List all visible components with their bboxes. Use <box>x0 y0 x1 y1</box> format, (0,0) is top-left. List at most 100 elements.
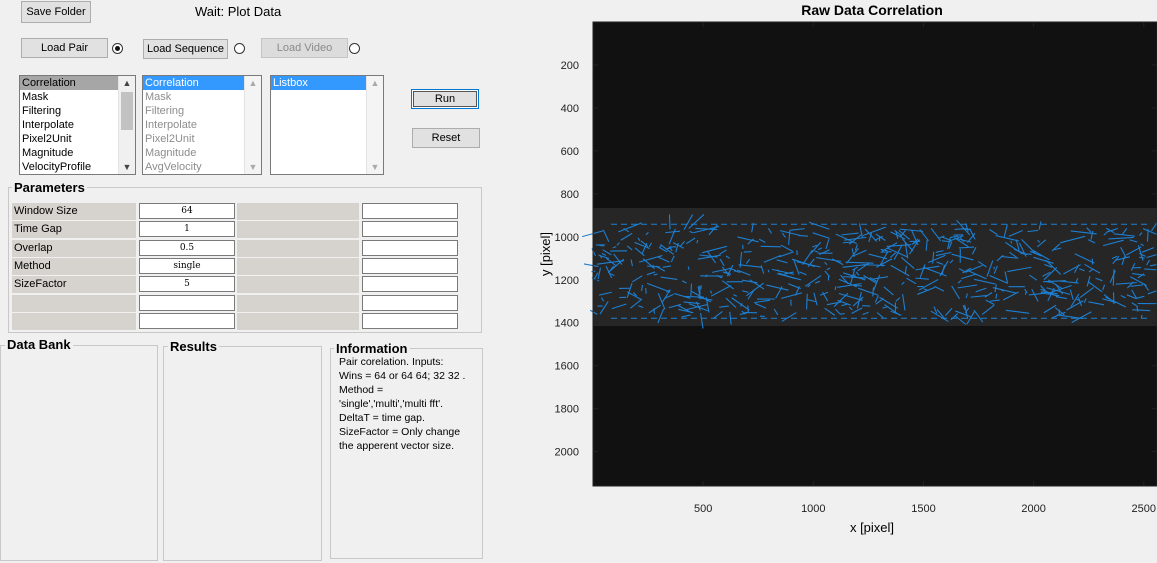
info-line: the apperent vector size. <box>339 440 454 452</box>
output-listbox-scrollbar[interactable]: ▲ ▼ <box>366 76 383 174</box>
vector-arrow <box>975 287 987 293</box>
load-sequence-button[interactable]: Load Sequence <box>143 39 228 59</box>
vector-arrow <box>776 269 781 273</box>
param-value-input[interactable]: single <box>139 257 235 274</box>
vector-arrow <box>1149 263 1157 267</box>
vector-arrow <box>780 230 801 237</box>
vector-arrow <box>597 267 602 280</box>
scroll-up-icon[interactable]: ▲ <box>370 78 380 88</box>
vector-arrow <box>1138 232 1143 236</box>
vector-arrow <box>648 304 662 314</box>
scroll-up-icon[interactable]: ▲ <box>122 78 132 88</box>
param-extra-input[interactable] <box>362 221 458 238</box>
list-item[interactable]: Pixel2Unit <box>22 133 72 145</box>
vector-arrow <box>890 310 902 316</box>
vector-arrow <box>815 280 821 284</box>
list-item[interactable]: Interpolate <box>22 119 74 131</box>
scroll-thumb[interactable] <box>121 92 133 130</box>
vector-arrow <box>662 265 672 268</box>
vector-arrow <box>989 274 1009 284</box>
vector-arrow <box>1069 289 1074 300</box>
param-value-input[interactable]: 0.5 <box>139 239 235 256</box>
method-listbox-scrollbar[interactable]: ▲ ▼ <box>118 76 135 174</box>
vector-arrow <box>700 312 704 329</box>
list-item[interactable]: Listbox <box>271 76 383 90</box>
load-pair-radio[interactable] <box>112 43 123 54</box>
param-label: Time Gap <box>12 221 136 239</box>
vector-arrow <box>1095 277 1103 282</box>
vector-arrow <box>1135 295 1145 300</box>
info-line: Pair corelation. Inputs: <box>339 356 444 368</box>
load-video-radio[interactable] <box>349 43 360 54</box>
vector-arrow <box>985 299 995 305</box>
vector-arrow <box>778 251 794 258</box>
queue-listbox[interactable]: ▲ ▼ Correlation Mask Filtering Interpolate P… <box>142 75 262 175</box>
list-item[interactable]: Magnitude <box>145 147 197 159</box>
param-value-input[interactable] <box>139 312 235 329</box>
vector-arrow <box>941 264 945 275</box>
load-video-button[interactable]: Load Video <box>261 38 348 58</box>
param-label-extra <box>237 257 359 275</box>
list-item[interactable]: Correlation <box>20 76 135 90</box>
vector-arrow <box>1054 247 1062 251</box>
param-value-input[interactable]: 5 <box>139 276 235 293</box>
vector-arrow <box>1009 251 1019 260</box>
param-value-input[interactable]: 64 <box>139 203 235 219</box>
scroll-up-icon[interactable]: ▲ <box>248 78 258 88</box>
list-item[interactable]: Filtering <box>145 105 185 117</box>
load-pair-button[interactable]: Load Pair <box>21 38 108 58</box>
y-tick-label: 600 <box>561 146 579 158</box>
param-value-input[interactable] <box>139 294 235 311</box>
vector-arrow <box>681 280 687 284</box>
list-item[interactable]: Mask <box>22 91 49 103</box>
param-extra-input[interactable] <box>362 312 458 329</box>
vector-arrow <box>1051 243 1061 252</box>
method-listbox[interactable]: ▲ ▼ Correlation Mask Filtering Interpolate P… <box>19 75 136 175</box>
list-item[interactable]: AvgVelocity <box>145 161 202 173</box>
scroll-down-icon[interactable]: ▼ <box>122 162 132 172</box>
vector-arrow <box>784 271 794 275</box>
vector-arrow <box>910 229 919 246</box>
param-extra-input[interactable] <box>362 294 458 311</box>
list-item[interactable]: Interpolate <box>145 119 197 131</box>
vector-arrow <box>872 276 889 280</box>
vector-arrow <box>1056 314 1084 320</box>
save-folder-button[interactable]: Save Folder <box>21 1 91 23</box>
vector-arrow <box>616 242 620 246</box>
vector-arrow <box>1129 239 1138 243</box>
scroll-down-icon[interactable]: ▼ <box>248 162 258 172</box>
list-item[interactable]: VelocityProfile <box>22 161 92 173</box>
x-tick-label: 1000 <box>801 503 825 515</box>
vector-arrow <box>668 214 671 230</box>
list-item[interactable]: Mask <box>145 91 172 103</box>
reset-button[interactable]: Reset <box>412 128 480 148</box>
vector-arrow <box>948 241 953 249</box>
vector-arrow <box>1083 298 1087 303</box>
param-extra-input[interactable] <box>362 257 458 274</box>
output-listbox[interactable]: ▲ ▼ Listbox <box>270 75 384 175</box>
vector-arrow <box>930 227 942 242</box>
vector-arrow <box>1139 252 1146 257</box>
vector-arrow <box>1027 229 1039 233</box>
list-item[interactable]: Correlation <box>143 76 261 90</box>
list-item[interactable]: Pixel2Unit <box>145 133 195 145</box>
scroll-down-icon[interactable]: ▼ <box>370 162 380 172</box>
vector-arrow <box>1036 239 1047 248</box>
vector-arrow <box>733 270 741 273</box>
load-sequence-radio[interactable] <box>234 43 245 54</box>
vector-arrow <box>1130 284 1144 287</box>
vector-arrow <box>1040 292 1060 297</box>
vector-arrow <box>949 259 954 264</box>
vector-arrow <box>824 307 836 316</box>
param-extra-input[interactable] <box>362 203 458 219</box>
list-item[interactable]: Filtering <box>22 105 62 117</box>
list-item[interactable]: Magnitude <box>22 147 74 159</box>
y-tick-label: 200 <box>561 60 579 72</box>
vector-arrow <box>837 283 862 288</box>
param-extra-input[interactable] <box>362 239 458 256</box>
vector-arrow <box>1024 288 1028 294</box>
param-extra-input[interactable] <box>362 276 458 293</box>
param-value-input[interactable]: 1 <box>139 221 235 238</box>
queue-listbox-scrollbar[interactable]: ▲ ▼ <box>244 76 261 174</box>
run-button[interactable]: Run <box>411 89 479 109</box>
